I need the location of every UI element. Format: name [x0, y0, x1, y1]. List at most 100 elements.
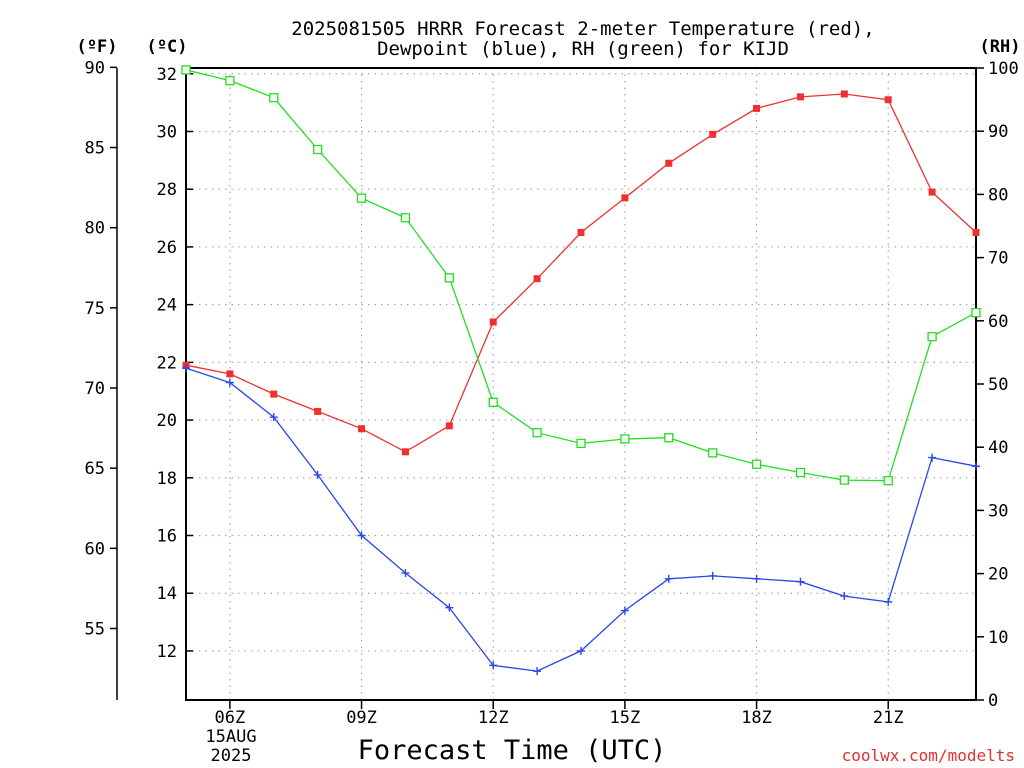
dewpoint-point: [972, 462, 980, 471]
temperature-point: [796, 93, 804, 101]
rh-tick-label: 20: [988, 565, 1008, 585]
fahrenheit-tick-label: 65: [85, 459, 105, 479]
celsius-tick-label: 18: [157, 469, 177, 489]
rh-point: [620, 434, 630, 444]
fahrenheit-tick-label: 85: [85, 139, 105, 159]
celsius-tick-label: 12: [157, 642, 177, 662]
series-group: [181, 65, 981, 676]
rh-point: [751, 459, 762, 469]
rh-point: [444, 273, 454, 283]
temperature-point: [401, 448, 409, 456]
rh-tick-label: 50: [988, 375, 1008, 395]
temperature-point: [533, 275, 541, 283]
dewpoint-point: [840, 592, 849, 601]
celsius-tick-label: 32: [157, 65, 177, 85]
rh-point: [488, 397, 498, 407]
temperature-point: [577, 228, 585, 236]
celsius-tick-label: 26: [157, 238, 177, 258]
rh-tick-label: 70: [988, 249, 1008, 269]
temperature-point: [621, 194, 629, 202]
dewpoint-point: [401, 569, 410, 578]
temperature-line: [185, 93, 977, 453]
fahrenheit-tick-label: 55: [85, 619, 105, 639]
celsius-unit-label: (ºC): [147, 37, 188, 57]
temperature-point: [753, 104, 761, 112]
celsius-tick-label: 24: [157, 296, 177, 316]
plot-frame: [185, 67, 977, 701]
date-label-day: 15AUG: [205, 727, 256, 747]
temperature-point: [445, 422, 453, 430]
fahrenheit-tick-label: 60: [85, 539, 105, 559]
temperature-point: [928, 188, 936, 196]
rh-point: [576, 438, 586, 449]
dewpoint-point: [928, 453, 937, 462]
dewpoint-point: [182, 364, 190, 373]
dewpoint-point: [620, 606, 629, 615]
temperature-point: [709, 130, 717, 138]
temperature-point: [840, 90, 848, 98]
celsius-tick-label: 20: [157, 411, 177, 431]
x-tick-label: 09Z: [346, 708, 377, 728]
dewpoint-line: [185, 367, 977, 672]
dewpoint-point: [796, 577, 805, 586]
rh-point: [313, 144, 323, 155]
temperature-point: [314, 407, 322, 415]
fahrenheit-tick-label: 70: [85, 379, 105, 399]
rh-point: [708, 448, 718, 458]
temperature-point: [489, 318, 497, 326]
celsius-tick-label: 30: [157, 122, 177, 142]
chart-title-line2: Dewpoint (blue), RH (green) for KIJD: [377, 38, 789, 60]
x-tick-label: 06Z: [215, 708, 246, 728]
x-tick-label: 21Z: [873, 708, 904, 728]
celsius-tick-label: 22: [157, 353, 177, 373]
axes: 12 14 16 18 20 22 24 26 28 30 32 06Z 09Z 12Z 15Z 18Z 21Z…: [85, 58, 1019, 728]
x-tick-label: 15Z: [610, 708, 641, 728]
rh-tick-label: 60: [988, 312, 1008, 332]
dewpoint-point: [708, 571, 717, 580]
rh-unit-label: (RH): [980, 37, 1021, 57]
temperature-point: [972, 228, 980, 236]
dewpoint-point: [884, 597, 893, 606]
rh-tick-label: 80: [988, 185, 1008, 205]
dewpoint-point: [313, 470, 322, 479]
celsius-tick-label: 28: [157, 180, 177, 200]
dewpoint-point: [357, 531, 366, 540]
temperature-point: [358, 425, 366, 433]
chart-title-line1: 2025081505 HRRR Forecast 2-meter Tempera…: [291, 18, 874, 40]
dewpoint-point: [752, 574, 761, 583]
x-tick-label: 12Z: [478, 708, 509, 728]
rh-tick-label: 40: [988, 438, 1008, 458]
rh-tick-label: 10: [988, 628, 1008, 648]
fahrenheit-tick-label: 90: [85, 58, 105, 78]
dewpoint-point: [533, 667, 542, 676]
rh-point: [927, 331, 937, 342]
rh-tick-label: 90: [988, 122, 1008, 142]
fahrenheit-unit-label: (ºF): [77, 37, 118, 57]
temperature-point: [665, 159, 673, 167]
rh-point: [269, 93, 279, 103]
dewpoint-point: [445, 603, 454, 612]
rh-point: [532, 428, 542, 438]
dewpoint-point: [489, 661, 498, 670]
dewpoint-point: [577, 646, 585, 655]
gridlines: [186, 68, 976, 700]
temperature-point: [226, 370, 234, 378]
temperature-point: [884, 96, 892, 104]
rh-point: [356, 193, 367, 203]
date-label-year: 2025: [211, 746, 252, 766]
credit-text: coolwx.com/modelts: [842, 746, 1015, 765]
rh-tick-label: 100: [988, 59, 1019, 79]
rh-tick-label: 0: [988, 691, 998, 711]
dewpoint-point: [664, 574, 673, 583]
x-axis-title: Forecast Time (UTC): [358, 735, 667, 766]
rh-point: [664, 433, 674, 443]
rh-point: [400, 213, 411, 223]
rh-point: [839, 475, 849, 485]
temperature-point: [270, 390, 278, 398]
rh-point: [795, 467, 806, 478]
dewpoint-point: [225, 378, 234, 387]
rh-point: [971, 307, 981, 318]
rh-point: [225, 75, 235, 86]
rh-point: [181, 65, 191, 75]
